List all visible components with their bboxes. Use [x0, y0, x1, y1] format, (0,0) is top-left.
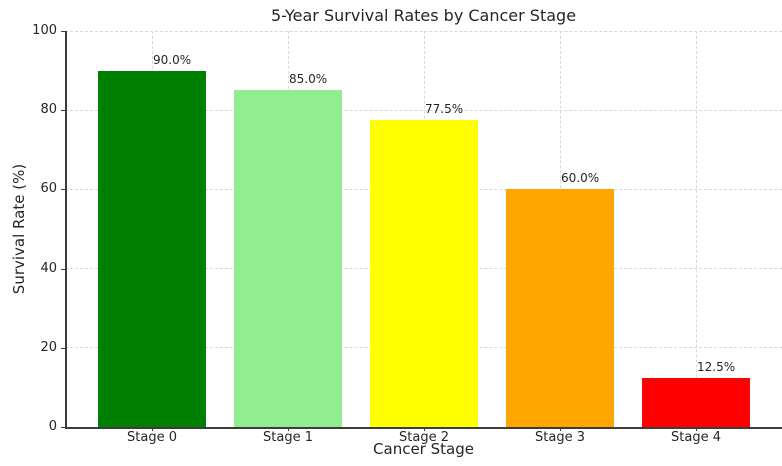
x-tick-label: Stage 3 — [535, 430, 585, 445]
x-tick-label: Stage 1 — [263, 430, 313, 445]
x-tick-mark — [560, 427, 561, 431]
y-tick-label: 40 — [40, 260, 57, 276]
x-tick-mark — [696, 427, 697, 431]
chart-title: 5-Year Survival Rates by Cancer Stage — [270, 6, 577, 25]
x-tick-mark — [288, 427, 289, 431]
bar-stage-4 — [642, 377, 750, 427]
x-tick-label: Stage 0 — [127, 430, 177, 445]
y-tick-mark — [61, 427, 65, 428]
x-tick-mark — [424, 427, 425, 431]
bar-stage-0 — [98, 70, 206, 427]
bar-value-label: 12.5% — [697, 359, 736, 374]
y-tick-label: 80 — [40, 102, 57, 118]
x-tick-label: Stage 4 — [671, 430, 721, 445]
x-tick-label: Stage 2 — [399, 430, 449, 445]
x-axis-spine — [65, 427, 782, 429]
bar-stage-2 — [370, 120, 478, 427]
y-tick-mark — [61, 31, 65, 32]
y-tick-mark — [61, 189, 65, 191]
bar-value-label: 60.0% — [561, 171, 600, 186]
gridline-v-4 — [695, 31, 697, 427]
bar-stage-3 — [506, 189, 614, 427]
bar-value-label: 85.0% — [289, 72, 328, 87]
y-tick-mark — [61, 110, 65, 112]
bar-stage-1 — [234, 90, 342, 427]
y-axis-spine — [65, 31, 67, 427]
y-tick-mark — [61, 347, 65, 349]
x-axis-label: Cancer Stage — [373, 440, 474, 458]
y-tick-label: 20 — [40, 339, 57, 355]
bar-value-label: 77.5% — [425, 102, 464, 117]
y-tick-label: 100 — [32, 23, 57, 38]
y-tick-label: 0 — [48, 419, 57, 434]
y-tick-mark — [61, 268, 65, 270]
x-tick-mark — [152, 427, 153, 431]
bar-value-label: 90.0% — [153, 52, 192, 67]
y-tick-label: 60 — [40, 181, 57, 197]
